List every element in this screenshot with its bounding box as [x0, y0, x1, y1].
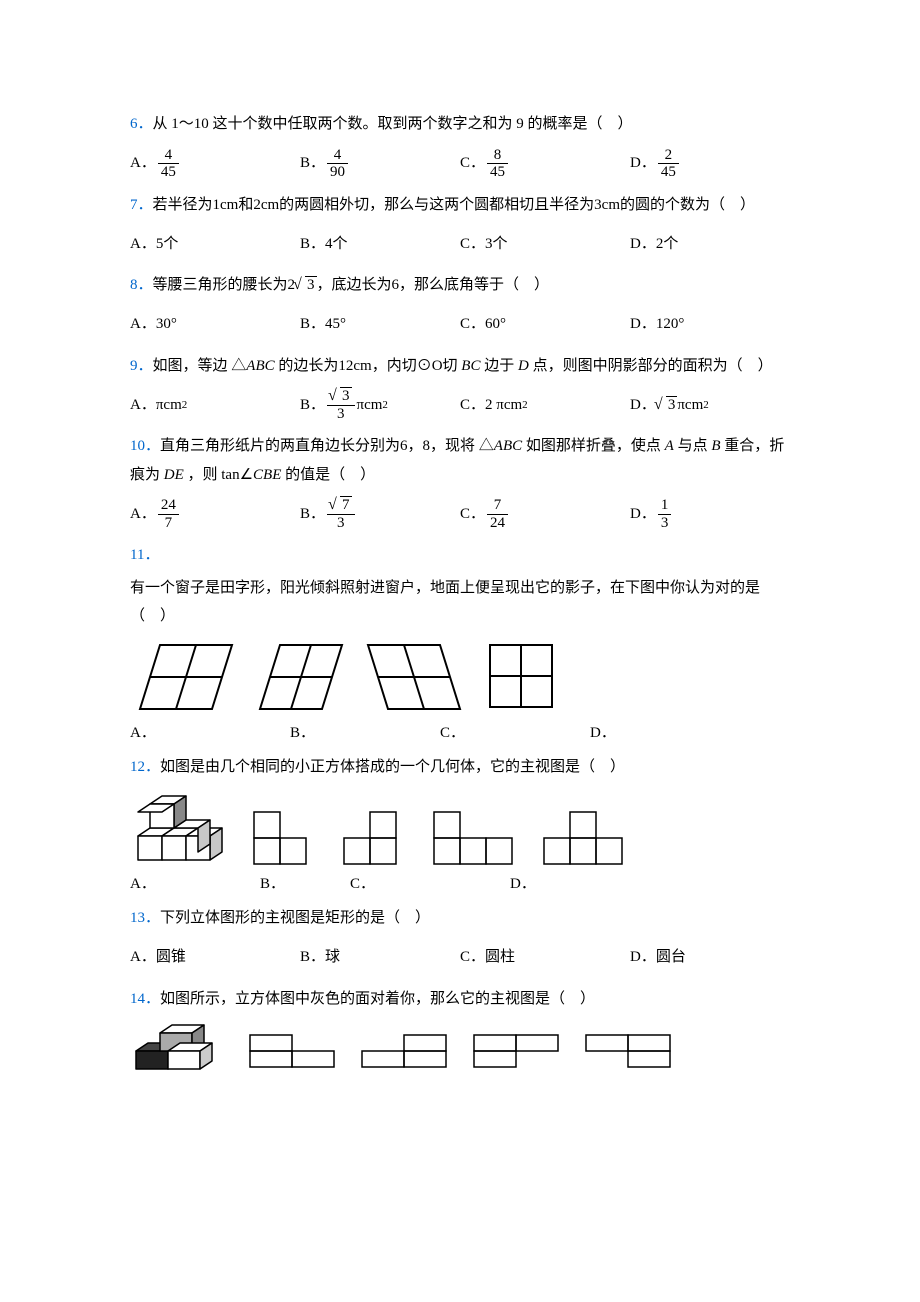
frac-10c: 724 — [487, 497, 508, 531]
opt-6-a[interactable]: A． 445 — [130, 143, 300, 185]
opt-12-b[interactable]: B． — [260, 870, 350, 899]
qnum-13: 13． — [130, 910, 160, 926]
fig-14-opt-a — [246, 1031, 342, 1075]
options-11: A． B． C． D． — [130, 719, 790, 748]
opt-12-d[interactable]: D． — [510, 870, 610, 899]
frac-9b: 33 — [327, 388, 355, 422]
opt-11-a[interactable]: A． — [130, 719, 290, 748]
qnum-14: 14． — [130, 991, 160, 1007]
opt-8-a[interactable]: A．30° — [130, 304, 300, 346]
opt-8-c[interactable]: C．60° — [460, 304, 630, 346]
frac-10d: 13 — [658, 497, 672, 531]
question-14: 14．如图所示，立方体图中灰色的面对着你，那么它的主视图是（ ） — [130, 985, 790, 1014]
opt-12-a[interactable]: A． — [130, 870, 260, 899]
opt-9-a[interactable]: A．πcm2 — [130, 384, 300, 426]
opt-10-b[interactable]: B． 73 — [300, 493, 460, 535]
options-12: A． B． C． D． — [130, 870, 790, 899]
opt-8-b[interactable]: B．45° — [300, 304, 460, 346]
fig-14-opt-c — [470, 1031, 566, 1075]
opt-9-c[interactable]: C．2 πcm2 — [460, 384, 630, 426]
frac-10b: 73 — [327, 497, 355, 531]
opt-11-b[interactable]: B． — [290, 719, 440, 748]
fig-12-opt-a — [250, 808, 330, 868]
figrow-12 — [130, 788, 790, 868]
opt-10-d[interactable]: D． 13 — [630, 493, 750, 535]
frac-6b: 490 — [327, 147, 348, 181]
opt-13-a[interactable]: A．圆锥 — [130, 937, 300, 979]
question-11-text: 有一个窗子是田字形，阳光倾斜照射进窗户，地面上便呈现出它的影子，在下图中你认为对… — [130, 574, 790, 631]
opt-6-b[interactable]: B． 490 — [300, 143, 460, 185]
opt-12-c[interactable]: C． — [350, 870, 510, 899]
qnum-6: 6． — [130, 116, 153, 132]
options-13: A．圆锥 B．球 C．圆柱 D．圆台 — [130, 937, 790, 979]
question-11: 11． — [130, 541, 790, 570]
sqrt-9d: 3 — [656, 391, 678, 420]
opt-8-d[interactable]: D．120° — [630, 304, 750, 346]
figrow-14 — [130, 1019, 790, 1075]
frac-6d: 245 — [658, 147, 679, 181]
opt-11-d[interactable]: D． — [590, 719, 690, 748]
frac-6a: 445 — [158, 147, 179, 181]
fig-14-3d — [130, 1019, 230, 1075]
opt-6-d[interactable]: D． 245 — [630, 143, 750, 185]
opt-7-c[interactable]: C．3个 — [460, 223, 630, 265]
opt-10-a[interactable]: A． 247 — [130, 493, 300, 535]
opt-7-d[interactable]: D．2个 — [630, 223, 750, 265]
opt-6-c[interactable]: C． 845 — [460, 143, 630, 185]
opt-7-b[interactable]: B．4个 — [300, 223, 460, 265]
opt-11-c[interactable]: C． — [440, 719, 590, 748]
opt-13-b[interactable]: B．球 — [300, 937, 460, 979]
options-7: A．5个 B．4个 C．3个 D．2个 — [130, 223, 790, 265]
options-8: A．30° B．45° C．60° D．120° — [130, 304, 790, 346]
question-6: 6．从 1～10 这十个数中任取两个数。取到两个数字之和为 9 的概率是（ ） — [130, 110, 790, 139]
qtext-7: 若半径为1cm和2cm的两圆相外切，那么与这两个圆都相切且半径为3cm的圆的个数… — [153, 197, 755, 213]
fig-11-c — [360, 637, 470, 717]
opt-7-a[interactable]: A．5个 — [130, 223, 300, 265]
options-6: A． 445 B． 490 C． 845 D． 245 — [130, 143, 790, 185]
qtext-6: 从 1～10 这十个数中任取两个数。取到两个数字之和为 9 的概率是（ ） — [153, 116, 633, 132]
question-7: 7．若半径为1cm和2cm的两圆相外切，那么与这两个圆都相切且半径为3cm的圆的… — [130, 191, 790, 220]
opt-13-c[interactable]: C．圆柱 — [460, 937, 630, 979]
fig-12-opt-b — [340, 808, 420, 868]
fig-12-opt-d — [540, 808, 640, 868]
fig-11-b — [250, 637, 350, 717]
question-13: 13．下列立体图形的主视图是矩形的是（ ） — [130, 904, 790, 933]
fig-11-a — [130, 637, 240, 717]
qnum-11: 11． — [130, 547, 159, 563]
options-10: A． 247 B． 73 C． 724 D． 13 — [130, 493, 790, 535]
frac-10a: 247 — [158, 497, 179, 531]
fig-11-d — [480, 637, 560, 717]
options-9: A．πcm2 B． 33 πcm2 C．2 πcm2 D．3 πcm2 — [130, 384, 790, 426]
opt-9-b[interactable]: B． 33 πcm2 — [300, 384, 460, 426]
fig-12-opt-c — [430, 808, 530, 868]
sqrt-8: 3 — [295, 271, 317, 300]
question-8: 8．等腰三角形的腰长为23，底边长为6，那么底角等于（ ） — [130, 271, 790, 300]
opt-9-d[interactable]: D．3 πcm2 — [630, 384, 770, 426]
opt-13-d[interactable]: D．圆台 — [630, 937, 750, 979]
qnum-7: 7． — [130, 197, 153, 213]
qnum-9: 9． — [130, 358, 153, 374]
opt-10-c[interactable]: C． 724 — [460, 493, 630, 535]
question-10: 10．直角三角形纸片的两直角边长分别为6，8，现将 △ABC 如图那样折叠，使点… — [130, 432, 790, 489]
fig-14-opt-b — [358, 1031, 454, 1075]
fig-12-3d — [130, 788, 240, 868]
frac-6c: 845 — [487, 147, 508, 181]
qnum-8: 8． — [130, 277, 153, 293]
figrow-11 — [130, 637, 790, 717]
question-9: 9．如图，等边 △ABC 的边长为12cm，内切⊙O切 BC 边于 D 点，则图… — [130, 352, 790, 381]
question-12: 12．如图是由几个相同的小正方体搭成的一个几何体，它的主视图是（ ） — [130, 753, 790, 782]
qnum-10: 10． — [130, 438, 160, 454]
fig-14-opt-d — [582, 1031, 678, 1075]
qnum-12: 12． — [130, 759, 160, 775]
